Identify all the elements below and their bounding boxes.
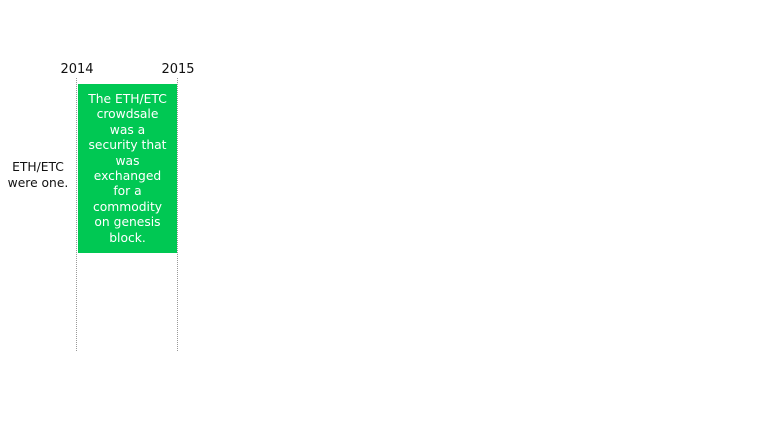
year-label-2015: 2015 bbox=[161, 62, 195, 77]
event-text: The ETH/ETC crowdsale was a security tha… bbox=[88, 92, 167, 245]
year-label-2014: 2014 bbox=[60, 62, 94, 77]
gridline-2015 bbox=[177, 78, 178, 351]
gridline-2014 bbox=[76, 78, 77, 351]
timeline-event-block: The ETH/ETC crowdsale was a security tha… bbox=[78, 84, 177, 253]
row-label: ETH/ETC were one. bbox=[7, 160, 69, 190]
